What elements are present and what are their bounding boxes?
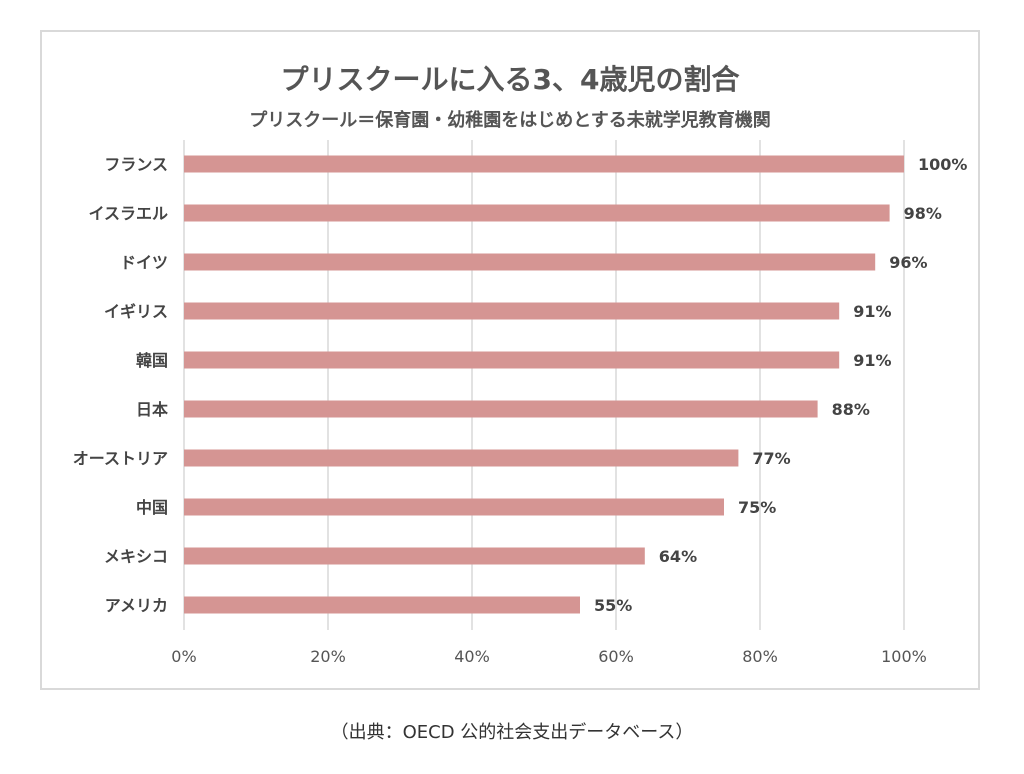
category-label: フランス [104, 155, 168, 174]
category-label: アメリカ [105, 596, 168, 615]
bar [184, 155, 904, 173]
category-label: イスラエル [88, 204, 168, 223]
bar [184, 449, 739, 467]
source-note: （出典：OECD 公的社会支出データベース） [330, 722, 694, 743]
bar [184, 547, 645, 565]
x-tick-label: 20% [310, 647, 346, 666]
chart-subtitle: プリスクール＝保育園・幼稚園をはじめとする未就学児教育機関 [249, 110, 771, 131]
x-tick-label: 40% [454, 647, 490, 666]
value-label: 98% [904, 204, 942, 223]
value-label: 91% [853, 302, 891, 321]
value-label: 91% [853, 351, 891, 370]
bar-chart: 0% 20% 40% 60% 80% 100% フランス 100% イスラエル 98% ドイツ 96%… [73, 140, 967, 666]
value-label: 88% [832, 400, 870, 419]
category-label: ドイツ [120, 253, 168, 272]
category-label: 中国 [136, 498, 168, 517]
bar [184, 204, 890, 222]
value-label: 75% [738, 498, 776, 517]
x-tick-label: 0% [171, 647, 196, 666]
bar [184, 253, 876, 271]
value-label: 64% [659, 547, 697, 566]
x-tick-label: 60% [598, 647, 634, 666]
bar [184, 498, 724, 516]
category-label: 韓国 [136, 351, 168, 370]
bar [184, 351, 840, 369]
category-label: オーストリア [73, 449, 168, 468]
category-label: メキシコ [104, 547, 168, 566]
x-tick-label: 80% [742, 647, 778, 666]
value-label: 96% [889, 253, 927, 272]
value-label: 77% [752, 449, 790, 468]
bar [184, 400, 818, 418]
x-tick-label: 100% [881, 647, 927, 666]
category-label: イギリス [104, 302, 168, 321]
value-label: 100% [918, 155, 967, 174]
category-label: 日本 [136, 400, 168, 419]
chart-title: プリスクールに入る3、4歳児の割合 [280, 63, 740, 96]
bar [184, 302, 840, 320]
value-label: 55% [594, 596, 632, 615]
bar [184, 596, 580, 614]
